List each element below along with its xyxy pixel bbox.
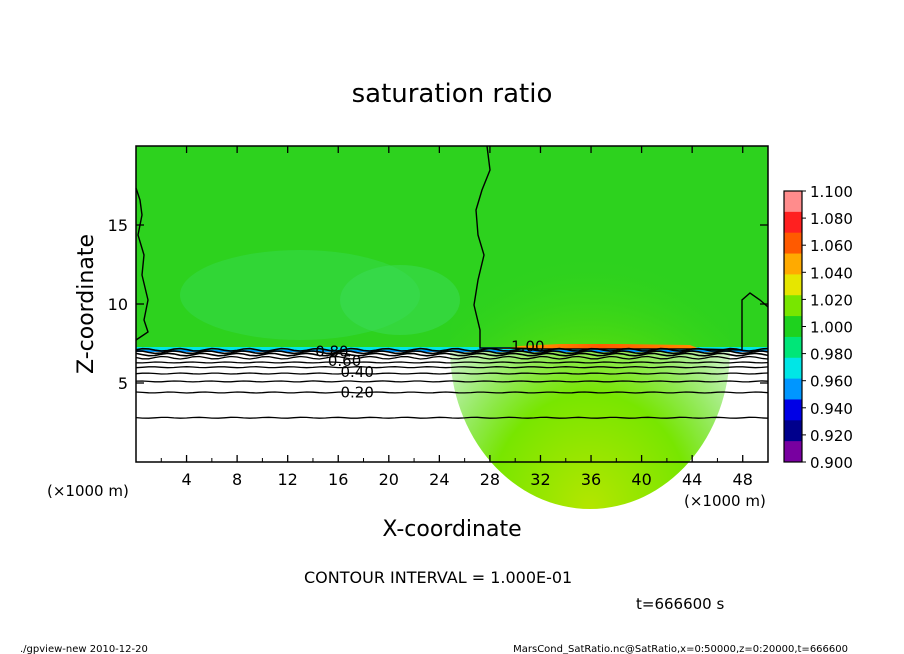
contour-line (135, 355, 769, 360)
colorbar-label: 1.020 (810, 291, 853, 309)
colorbar-label: 1.040 (810, 264, 853, 282)
y-tick-label: 15 (108, 216, 128, 235)
colorbar-swatch (784, 441, 802, 463)
contour-line (135, 372, 769, 375)
colorbar-label: 0.960 (810, 373, 853, 391)
x-unit-label-right: (×1000 m) (684, 492, 766, 510)
colorbar-swatch (784, 253, 802, 275)
contour-labels: 1.00 0.800.600.40 0.20 (315, 338, 544, 402)
colorbar-label: 0.980 (810, 346, 853, 364)
y-tick-label: 10 (108, 295, 128, 314)
colorbar-label: 0.920 (810, 427, 853, 445)
y-axis-label: Z-coordinate (74, 234, 99, 374)
contour-label: 0.20 (340, 383, 373, 401)
colorbar-label: 0.900 (810, 454, 853, 472)
x-tick-label: 40 (631, 470, 651, 489)
y-tick-label: 5 (118, 374, 128, 393)
plot-area: 1.00 0.800.600.40 0.20 (135, 145, 769, 509)
time-label: t=666600 s (636, 595, 724, 613)
colorbar-swatch (784, 336, 802, 359)
x-tick-label: 16 (328, 470, 348, 489)
contour-line (135, 380, 769, 383)
chart-title: saturation ratio (352, 79, 553, 109)
x-unit-label-left: (×1000 m) (47, 482, 129, 500)
contour-label: 0.80 (315, 342, 348, 360)
colorbar-swatch (784, 232, 802, 255)
x-tick-label: 12 (278, 470, 298, 489)
contour-line (135, 361, 769, 364)
colorbar-swatch (784, 191, 802, 213)
y-axis-ticks: 5 10 15 (108, 216, 768, 393)
contour-label: 1.00 (511, 338, 544, 356)
x-tick-label: 48 (733, 470, 753, 489)
footer-left: ./gpview-new 2010-12-20 (20, 644, 148, 654)
colorbar-label: 1.060 (810, 237, 853, 255)
subsaturated-patch (340, 265, 460, 335)
colorbar-swatch (784, 274, 802, 296)
x-tick-label: 4 (181, 470, 191, 489)
x-tick-label: 44 (682, 470, 702, 489)
contour-line (136, 350, 769, 355)
x-axis-label: X-coordinate (382, 517, 521, 542)
contour-line (135, 391, 769, 394)
x-tick-label: 20 (379, 470, 399, 489)
supersaturation-peak (500, 344, 700, 349)
contour-line (135, 366, 769, 369)
contour-label: 0.40 (340, 363, 373, 381)
colorbar-swatch (784, 399, 802, 421)
x-tick-label: 32 (530, 470, 550, 489)
contour-interval-text: CONTOUR INTERVAL = 1.000E-01 (304, 568, 572, 587)
x-tick-label: 24 (429, 470, 449, 489)
colorbar-swatch (784, 378, 802, 400)
colorbar-label: 1.000 (810, 319, 853, 337)
colorbar: 1.100 1.080 1.060 1.040 1.020 1.000 0.980 0.960… (783, 183, 853, 472)
footer-right: MarsCond_SatRatio.nc@SatRatio,x=0:50000,… (513, 644, 848, 654)
x-tick-label: 8 (232, 470, 242, 489)
colorbar-swatch (784, 316, 802, 338)
contour-label: 0.60 (328, 352, 361, 370)
x-tick-label: 36 (581, 470, 601, 489)
contour-line-1-00 (473, 145, 769, 351)
colorbar-swatch (784, 211, 802, 234)
colorbar-label: 1.080 (810, 210, 853, 228)
colorbar-swatch (784, 295, 802, 317)
contour-line (135, 416, 769, 419)
colorbar-label: 0.940 (810, 400, 853, 418)
contour-line (135, 352, 769, 357)
colorbar-swatch (784, 357, 802, 380)
x-tick-label: 28 (480, 470, 500, 489)
x-axis-ticks: 4 8 12 16 20 24 28 32 36 40 44 48 (160, 146, 753, 489)
colorbar-label: 1.100 (810, 183, 853, 201)
contour-line-1-00-left (135, 187, 149, 341)
colorbar-swatch (784, 420, 802, 442)
